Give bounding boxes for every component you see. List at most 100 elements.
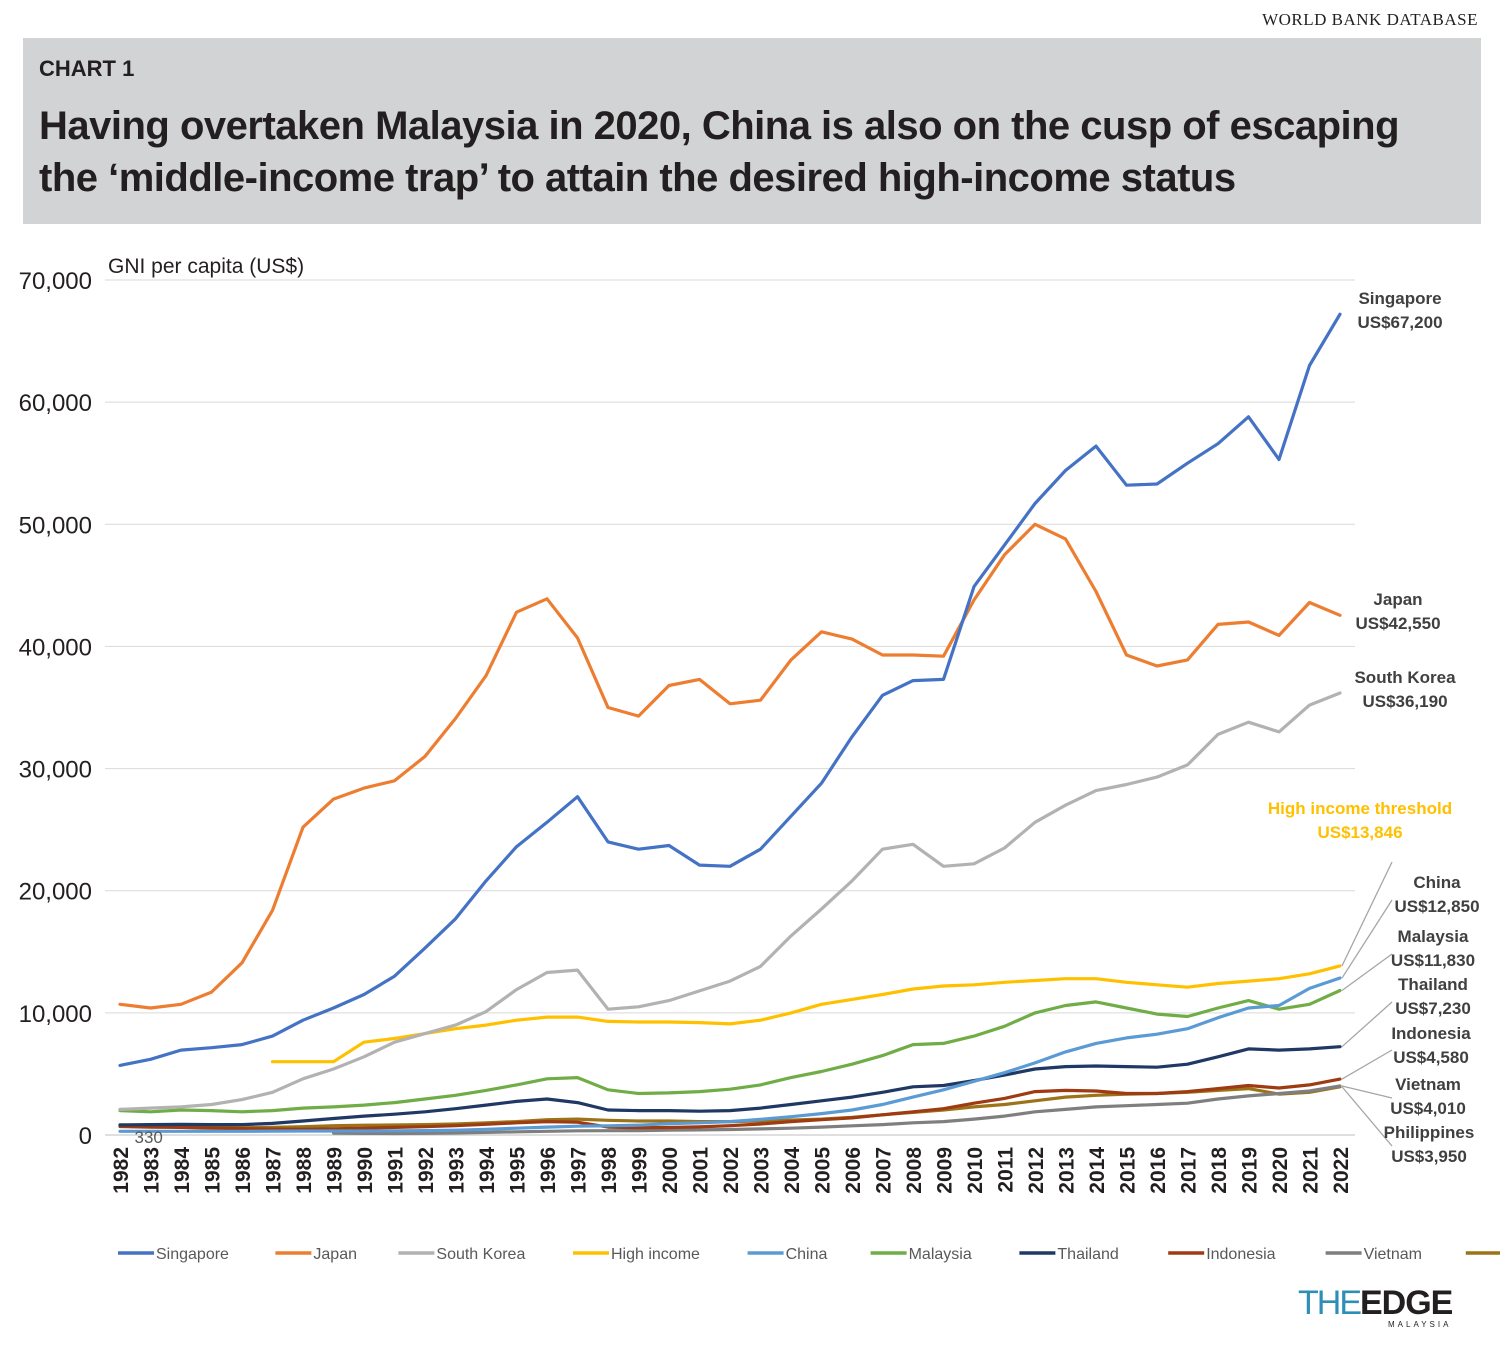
series-line-indonesia bbox=[118, 1077, 1342, 1131]
annotation-name: Indonesia bbox=[1391, 1024, 1471, 1043]
x-tick-label: 1991 bbox=[385, 1147, 408, 1194]
x-tick-label: 2007 bbox=[873, 1147, 896, 1194]
x-tick-label: 1990 bbox=[354, 1147, 377, 1194]
chart-number: CHART 1 bbox=[39, 56, 135, 81]
annotation-name: Malaysia bbox=[1398, 927, 1469, 946]
series-line-high-income bbox=[270, 964, 1342, 1064]
leader-line bbox=[1341, 953, 1393, 992]
legend-label: High income bbox=[611, 1246, 700, 1263]
annotation-name: China bbox=[1413, 873, 1461, 892]
leader-line bbox=[1341, 1086, 1393, 1147]
x-tick-label: 2012 bbox=[1025, 1147, 1048, 1194]
annotation-name: Vietnam bbox=[1395, 1075, 1461, 1094]
x-tick-label: 2006 bbox=[842, 1147, 865, 1194]
x-tick-label: 2020 bbox=[1269, 1147, 1292, 1194]
x-tick-label: 1988 bbox=[293, 1147, 316, 1194]
annotation-name: Thailand bbox=[1398, 975, 1468, 994]
x-tick-label: 1992 bbox=[415, 1147, 438, 1194]
annotation-name: Singapore bbox=[1358, 289, 1441, 308]
x-tick-label: 1989 bbox=[324, 1147, 347, 1194]
y-tick-label: 0 bbox=[79, 1123, 92, 1150]
x-tick-label: 2016 bbox=[1147, 1147, 1170, 1194]
source-label: WORLD BANK DATABASE bbox=[1262, 10, 1478, 29]
leader-line bbox=[1341, 1049, 1393, 1080]
x-tick-label: 1983 bbox=[141, 1147, 164, 1194]
x-tick-label: 2001 bbox=[690, 1147, 713, 1194]
x-tick-label: 1987 bbox=[263, 1147, 286, 1194]
series-line-thailand bbox=[118, 1045, 1342, 1127]
annotation-value: US$67,200 bbox=[1357, 313, 1442, 332]
x-tick-label: 1982 bbox=[110, 1147, 133, 1194]
x-tick-label: 1995 bbox=[507, 1147, 530, 1194]
leader-line bbox=[1341, 861, 1393, 967]
x-tick-label: 2014 bbox=[1086, 1147, 1109, 1194]
y-tick-label: 30,000 bbox=[19, 757, 92, 784]
x-tick-label: 1986 bbox=[232, 1147, 255, 1194]
y-tick-label: 40,000 bbox=[19, 634, 92, 661]
x-tick-label: 1996 bbox=[537, 1147, 560, 1194]
y-tick-label: 70,000 bbox=[19, 268, 92, 295]
leader-line bbox=[1341, 1085, 1393, 1099]
x-tick-label: 1997 bbox=[568, 1147, 591, 1194]
series-line-malaysia bbox=[118, 988, 1342, 1114]
annotation-name: South Korea bbox=[1354, 668, 1456, 687]
y-tick-label: 60,000 bbox=[19, 390, 92, 417]
y-tick-label: 20,000 bbox=[19, 879, 92, 906]
legend-label: Thailand bbox=[1057, 1246, 1118, 1263]
annotation-value: US$12,850 bbox=[1394, 897, 1479, 916]
logo-the: THE bbox=[1298, 1284, 1362, 1322]
series-line-singapore bbox=[118, 312, 1342, 1067]
annotation-name: Philippines bbox=[1384, 1123, 1475, 1142]
x-tick-label: 2019 bbox=[1239, 1147, 1262, 1194]
x-tick-label: 1993 bbox=[446, 1147, 469, 1194]
annotation-value: US$13,846 bbox=[1317, 823, 1402, 842]
logo-edge: EDGE bbox=[1360, 1284, 1453, 1322]
x-tick-label: 1984 bbox=[171, 1147, 194, 1194]
series-line-japan bbox=[118, 522, 1342, 1010]
x-tick-label: 1985 bbox=[202, 1147, 225, 1194]
annotation-value: US$4,580 bbox=[1393, 1048, 1469, 1067]
x-tick-label: 2000 bbox=[659, 1147, 682, 1194]
x-tick-label: 2015 bbox=[1117, 1147, 1140, 1194]
legend-label: South Korea bbox=[436, 1246, 525, 1263]
annotation-value: US$36,190 bbox=[1362, 692, 1447, 711]
x-tick-label: 2004 bbox=[781, 1147, 804, 1194]
logo-subtitle: MALAYSIA bbox=[1388, 1320, 1452, 1329]
annotation-value: US$4,010 bbox=[1390, 1099, 1466, 1118]
x-tick-label: 1994 bbox=[476, 1147, 499, 1194]
legend-label: Vietnam bbox=[1364, 1246, 1422, 1263]
annotation-value: US$3,950 bbox=[1391, 1147, 1467, 1166]
series-line-vietnam bbox=[331, 1084, 1342, 1136]
leader-line bbox=[1341, 1001, 1393, 1048]
x-tick-label: 2008 bbox=[903, 1147, 926, 1194]
x-tick-label: 2011 bbox=[995, 1147, 1018, 1193]
x-tick-label: 2010 bbox=[964, 1147, 987, 1194]
y-axis-label: GNI per capita (US$) bbox=[108, 255, 304, 278]
annotation-name: High income threshold bbox=[1268, 799, 1452, 818]
x-tick-label: 2018 bbox=[1208, 1147, 1231, 1194]
header-panel: CHART 1 Having overtaken Malaysia in 202… bbox=[23, 38, 1481, 224]
chart-title: Having overtaken Malaysia in 2020, China… bbox=[39, 104, 1400, 200]
x-tick-label: 2013 bbox=[1056, 1147, 1079, 1194]
x-tick-label: 2005 bbox=[812, 1147, 835, 1194]
x-tick-label: 2003 bbox=[751, 1147, 774, 1194]
x-tick-label: 2022 bbox=[1330, 1147, 1353, 1194]
x-tick-label: 2017 bbox=[1178, 1147, 1201, 1194]
annotation-value: US$11,830 bbox=[1391, 951, 1475, 970]
y-tick-label: 50,000 bbox=[19, 512, 92, 539]
x-tick-label: 2009 bbox=[934, 1147, 957, 1194]
line-chart: 0 10,000 20,000 30,000 40,000 50,000 60,000 70,… bbox=[19, 255, 1500, 1263]
annotation-name: Japan bbox=[1373, 590, 1422, 609]
x-tick-label: 2002 bbox=[720, 1147, 743, 1194]
x-tick-label: 1998 bbox=[598, 1147, 621, 1194]
annotation-value: US$42,550 bbox=[1355, 614, 1440, 633]
legend-label: Indonesia bbox=[1206, 1246, 1275, 1263]
x-tick-label: 1999 bbox=[629, 1147, 652, 1194]
y-tick-label: 10,000 bbox=[19, 1001, 92, 1028]
legend-label: Japan bbox=[313, 1246, 357, 1263]
x-tick-label: 2021 bbox=[1300, 1147, 1323, 1194]
legend-label: Singapore bbox=[156, 1246, 229, 1263]
annotation-value: US$7,230 bbox=[1395, 999, 1471, 1018]
series-line-south-korea bbox=[118, 691, 1342, 1111]
legend-label: China bbox=[786, 1246, 828, 1263]
